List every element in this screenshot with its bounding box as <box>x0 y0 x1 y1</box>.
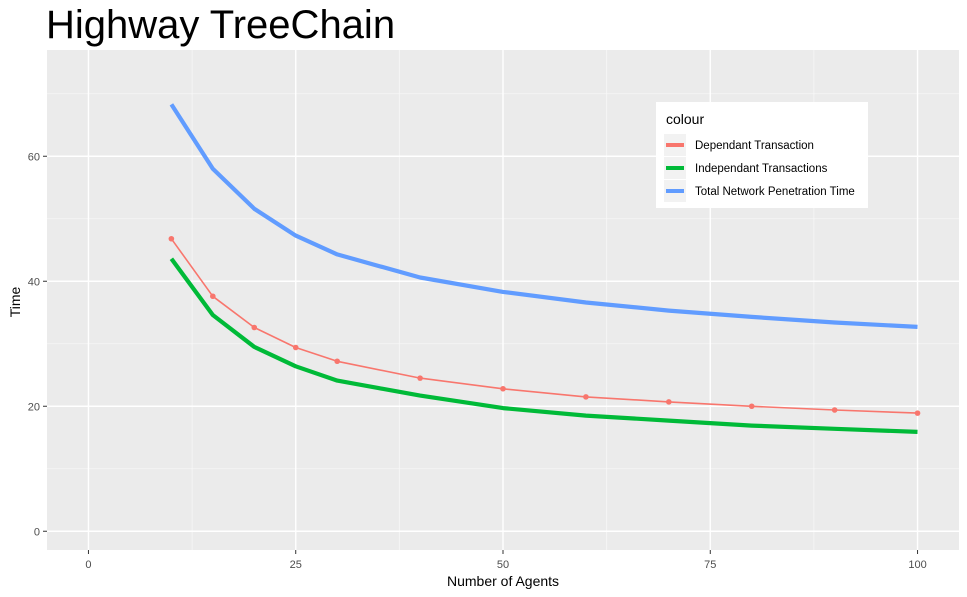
series-line <box>170 238 918 414</box>
x-tick-label: 25 <box>290 559 302 571</box>
data-point <box>292 344 299 351</box>
legend-label: Dependant Transaction <box>695 140 814 152</box>
data-point <box>500 385 506 392</box>
data-point <box>334 358 340 365</box>
y-axis: 0 20 40 60 <box>28 151 47 538</box>
data-point <box>417 375 423 381</box>
data-point <box>831 407 838 413</box>
x-axis: 0 25 50 75 100 <box>85 550 927 571</box>
y-axis-label: Time <box>7 286 23 317</box>
series-line <box>169 257 918 434</box>
legend-label: Independant Transactions <box>695 163 828 175</box>
x-tick-label: 75 <box>704 559 716 571</box>
legend-label: Total Network Penetration Time <box>695 186 855 198</box>
series-1 <box>168 235 921 416</box>
data-point <box>666 399 672 405</box>
legend-background <box>656 102 868 208</box>
y-tick-label: 0 <box>34 526 40 538</box>
data-point <box>251 324 258 331</box>
legend-title: colour <box>666 111 704 127</box>
y-tick-label: 60 <box>28 151 40 163</box>
x-tick-label: 50 <box>497 559 509 571</box>
y-tick-label: 20 <box>28 401 40 413</box>
x-axis-label: Number of Agents <box>447 573 559 589</box>
series-line <box>169 103 918 329</box>
legend: colour Dependant Transaction Independant … <box>656 102 868 208</box>
x-tick-label: 100 <box>908 559 926 571</box>
chart-title: Highway TreeChain <box>46 3 395 47</box>
data-point <box>748 403 755 410</box>
series-3 <box>169 103 918 329</box>
series-2 <box>169 257 918 434</box>
x-tick-label: 0 <box>85 559 91 571</box>
data-point <box>914 410 921 416</box>
data-point <box>168 235 175 242</box>
series-layer <box>168 103 921 434</box>
y-tick-label: 40 <box>28 276 40 288</box>
legend-entries: Dependant Transaction Independant Transac… <box>664 134 855 202</box>
data-point <box>210 293 216 300</box>
data-point <box>583 394 589 400</box>
